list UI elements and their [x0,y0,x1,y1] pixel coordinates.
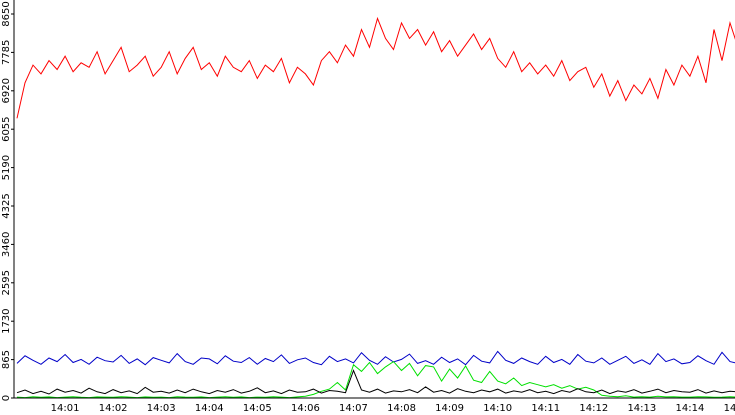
x-tick-label: 14:07 [339,403,368,414]
y-tick-label: 4325 [1,193,12,218]
x-tick-label: 14:10 [483,403,512,414]
y-tick-label: 865 [1,350,12,369]
x-tick-label: 14:09 [435,403,464,414]
series-line [16,369,735,395]
y-tick-label: 8650 [1,1,12,26]
x-tick-label: 14:15 [724,403,735,414]
y-tick-label: 6055 [1,116,12,141]
x-tick-label: 14:03 [147,403,176,414]
x-tick-label: 14:06 [291,403,320,414]
series-line [16,350,735,366]
x-tick-label: 14:13 [627,403,656,414]
y-tick-label: 7785 [1,40,12,65]
y-tick-label: 6920 [1,78,12,103]
x-tick-label: 14:04 [195,403,224,414]
x-tick-label: 14:11 [531,403,560,414]
y-tick-label: 5190 [1,155,12,180]
y-tick-label: 3460 [1,232,12,257]
x-tick-label: 14:08 [387,403,416,414]
x-tick-label: 14:12 [579,403,608,414]
series-line [16,16,735,119]
y-tick-label: 1730 [1,308,12,333]
y-tick-label: 2595 [1,270,12,295]
x-tick-label: 14:01 [51,403,80,414]
x-tick-label: 14:02 [99,403,128,414]
y-tick-label: 0 [1,395,12,401]
x-tick-label: 14:05 [243,403,272,414]
x-tick-label: 14:14 [676,403,705,414]
